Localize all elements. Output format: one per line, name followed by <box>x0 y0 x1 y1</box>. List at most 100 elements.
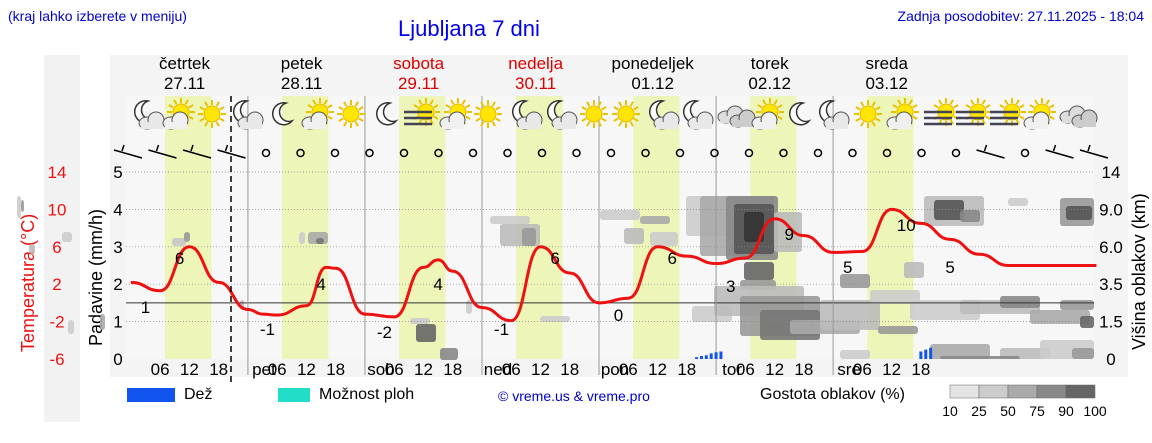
cloud-cell <box>522 228 536 246</box>
density-step-label: 10 <box>942 403 958 419</box>
calm-wind-icon <box>399 148 409 158</box>
daylight-band <box>165 96 212 359</box>
temperature-tick: 14 <box>48 163 67 182</box>
wind-row <box>113 144 1109 159</box>
temperature-line <box>130 207 1097 323</box>
fog-icon <box>924 110 952 126</box>
temperature-label: 6 <box>550 249 559 268</box>
cloud-icon <box>1023 111 1050 130</box>
cloud-density-label: Gostota oblakov (%) <box>760 386 905 403</box>
cloud-cell <box>490 216 530 224</box>
density-swatch <box>978 384 1009 399</box>
daylight-band <box>633 96 680 359</box>
cloud-cell <box>440 348 458 360</box>
time-tick: 12 <box>882 360 901 379</box>
time-tick: 18 <box>443 360 462 379</box>
sun-icon <box>474 100 502 128</box>
rain-bar <box>924 349 928 359</box>
day-name: sreda <box>865 54 908 73</box>
density-swatch <box>949 384 980 399</box>
calm-wind-icon <box>434 148 443 158</box>
wind-barb <box>1079 149 1109 159</box>
temperature-label: 6 <box>667 249 676 268</box>
location-menu-hint[interactable]: (kraj lahko izberete v meniju) <box>8 8 187 24</box>
temperature-label: -2 <box>377 323 392 342</box>
temperature-label: 3 <box>726 277 735 296</box>
cloud-icon <box>729 109 756 128</box>
cloud-icon <box>516 111 543 130</box>
sun-icon <box>337 100 365 128</box>
time-tick: 06 <box>619 360 638 379</box>
cloud-cell <box>1080 316 1094 328</box>
time-tick: 06 <box>151 360 170 379</box>
precipitation-tick: 5 <box>113 163 122 182</box>
wind-barb-flag <box>983 144 988 152</box>
cloud-height-tick: 3.5 <box>1099 275 1123 294</box>
cloud-cell <box>316 238 324 244</box>
calm-wind-icon <box>779 148 788 158</box>
cloud-cell <box>744 212 764 242</box>
temperature-label: 10 <box>897 216 916 235</box>
sun-icon <box>612 100 640 128</box>
wind-barb-flag <box>121 144 125 152</box>
day-date: 01.12 <box>631 74 674 93</box>
calm-wind-icon <box>744 148 754 158</box>
cloud-cell <box>62 232 72 242</box>
wind-barb <box>217 149 246 159</box>
time-tick: 18 <box>560 360 579 379</box>
day-date: 02.12 <box>748 74 791 93</box>
fog-icon <box>404 110 432 126</box>
temperature-tick: 6 <box>52 238 61 257</box>
time-tick: 12 <box>414 360 433 379</box>
time-tick: 12 <box>180 360 199 379</box>
calm-wind-icon <box>537 148 547 158</box>
time-tick: 06 <box>385 360 404 379</box>
calm-wind-icon <box>365 148 374 158</box>
copyright-link[interactable]: © vreme.us & vreme.pro <box>498 388 650 404</box>
time-tick: 18 <box>326 360 345 379</box>
cloud-cell <box>1072 348 1094 359</box>
cloud-cell <box>21 200 24 212</box>
cloud-cell <box>1000 296 1040 308</box>
day-name: četrtek <box>159 54 211 73</box>
page-title: Ljubljana 7 dni <box>398 16 540 41</box>
daylight-bands <box>165 96 914 359</box>
wind-barb <box>976 149 1005 159</box>
cloud-cell <box>934 200 964 220</box>
day-name: sobota <box>393 54 445 73</box>
precipitation-tick: 3 <box>113 238 122 257</box>
temperature-tick: 10 <box>48 200 67 219</box>
cloud-icon <box>1071 109 1098 128</box>
rain-bar <box>919 351 923 359</box>
rain-bar <box>709 353 713 359</box>
calm-wind-icon <box>882 148 892 158</box>
rain-bar <box>719 351 723 359</box>
rain-bar <box>695 357 699 359</box>
cloud-cell <box>100 314 105 330</box>
fog-icon <box>956 110 984 126</box>
last-updated: Zadnja posodobitev: 27.11.2025 - 18:04 <box>897 8 1144 24</box>
calm-wind-icon <box>468 148 478 158</box>
calm-wind-icon <box>503 148 512 158</box>
cloud-cell <box>410 318 430 324</box>
cloud-cell <box>466 300 472 314</box>
wind-barb <box>182 149 212 159</box>
temperature-label: 6 <box>175 249 184 268</box>
cloud-icon <box>823 111 850 130</box>
calm-wind-icon <box>572 148 581 158</box>
rain-bar <box>704 355 708 359</box>
cloud-icon <box>301 111 328 130</box>
cloud-cell <box>624 228 644 244</box>
daylight-band <box>399 96 446 359</box>
rain-legend-label: Dež <box>184 386 213 403</box>
cloud-height-tick: 1.5 <box>1099 313 1123 332</box>
cloud-cell <box>650 232 678 246</box>
cloud-cell <box>640 216 670 224</box>
cloud-icon <box>551 111 578 130</box>
cloud-cell <box>68 320 74 334</box>
precipitation-tick: 4 <box>113 200 122 219</box>
time-tick: 18 <box>794 360 813 379</box>
density-step-label: 75 <box>1029 403 1045 419</box>
day-name: petek <box>281 54 323 73</box>
